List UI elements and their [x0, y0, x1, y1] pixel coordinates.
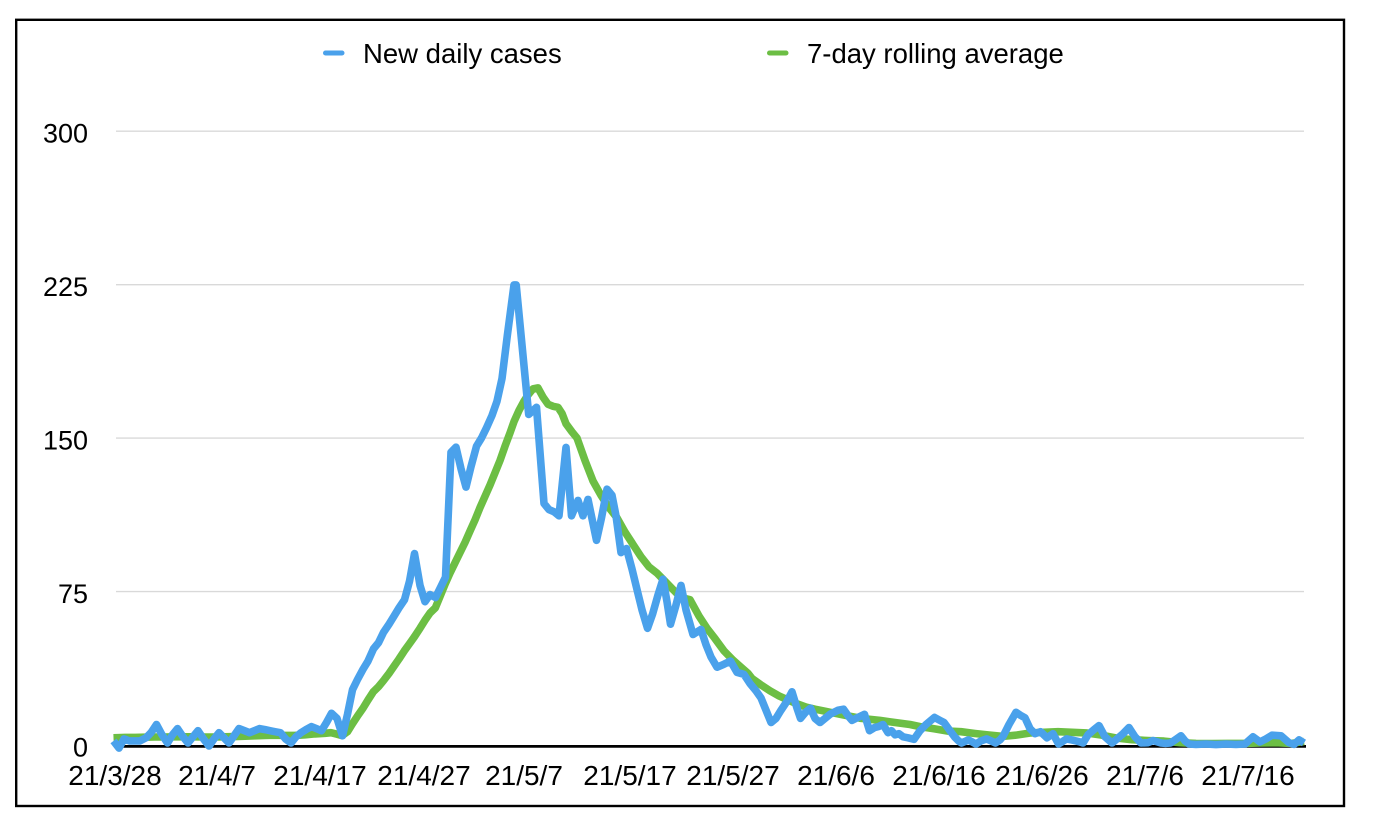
svg-text:21/4/17: 21/4/17 — [273, 760, 366, 791]
svg-text:21/6/16: 21/6/16 — [892, 760, 985, 791]
svg-text:21/4/27: 21/4/27 — [377, 760, 470, 791]
svg-text:0: 0 — [73, 733, 88, 763]
svg-text:21/7/16: 21/7/16 — [1201, 760, 1294, 791]
svg-text:21/5/27: 21/5/27 — [686, 760, 779, 791]
svg-text:New daily cases: New daily cases — [363, 38, 562, 69]
svg-text:150: 150 — [43, 426, 88, 456]
svg-text:21/5/7: 21/5/7 — [485, 760, 563, 791]
svg-text:7-day rolling average: 7-day rolling average — [807, 38, 1064, 69]
svg-text:21/4/7: 21/4/7 — [178, 760, 256, 791]
svg-text:75: 75 — [58, 579, 88, 609]
svg-text:21/3/28: 21/3/28 — [68, 760, 161, 791]
svg-text:300: 300 — [43, 119, 88, 149]
svg-text:225: 225 — [43, 272, 88, 302]
svg-text:21/5/17: 21/5/17 — [583, 760, 676, 791]
svg-text:21/7/6: 21/7/6 — [1106, 760, 1184, 791]
svg-text:21/6/6: 21/6/6 — [797, 760, 875, 791]
svg-text:21/6/26: 21/6/26 — [995, 760, 1088, 791]
